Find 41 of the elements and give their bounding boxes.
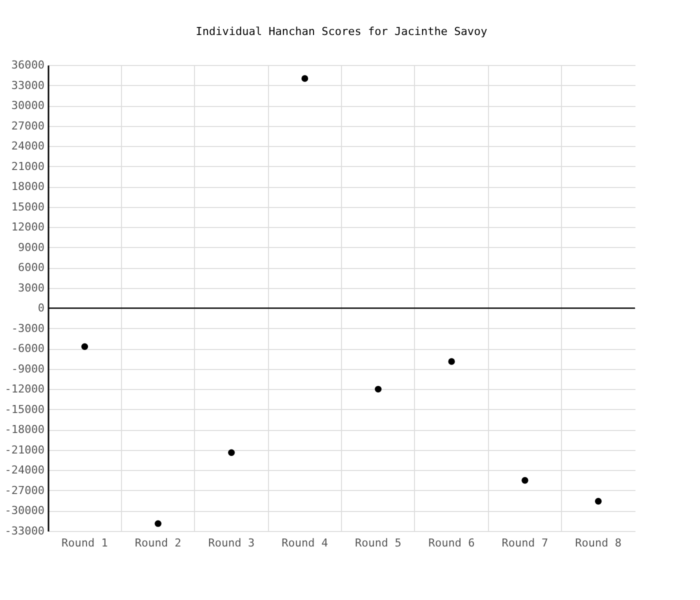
chart-title: Individual Hanchan Scores for Jacinthe Savoy [196, 25, 488, 38]
x-tick-label: Round 8 [575, 536, 622, 550]
y-tick-label: 6000 [18, 261, 44, 274]
point [522, 477, 528, 484]
x-tick-label: Round 5 [355, 536, 402, 550]
y-tick-label: -24000 [4, 464, 44, 477]
y-tick-label: 36000 [11, 58, 44, 72]
x-tick-label: Round 2 [134, 536, 182, 550]
y-tick-label: 15000 [11, 200, 44, 214]
y-tick-label: -3000 [11, 322, 44, 335]
y-tick-label: 33000 [11, 78, 44, 92]
point [374, 386, 382, 393]
y-tick-label: 27000 [11, 119, 44, 132]
y-tick-label: 0 [38, 302, 44, 315]
y-tick-label: 21000 [11, 160, 44, 173]
point [228, 449, 235, 456]
point [301, 75, 308, 82]
y-tick-label: 30000 [11, 99, 44, 112]
y-tick-label: -21000 [4, 443, 44, 456]
y-tick-label: 24000 [11, 140, 44, 153]
y-tick-label: 9000 [18, 240, 44, 254]
point [81, 343, 88, 350]
y-tick-label: -9000 [11, 362, 44, 376]
y-tick-label: 18000 [11, 180, 44, 194]
x-tick-label: Round 3 [208, 536, 255, 550]
point [594, 498, 602, 505]
point [154, 520, 162, 527]
y-tick-label: -30000 [4, 504, 44, 518]
y-tick-label: -18000 [4, 423, 44, 436]
x-tick-label: Round 1 [62, 536, 108, 550]
x-tick-label: Round 6 [428, 536, 475, 550]
y-tick-label: -15000 [4, 402, 44, 416]
x-tick-label: Round 4 [282, 536, 328, 550]
y-tick-label: 12000 [11, 220, 44, 234]
y-tick-label: -33000 [4, 524, 44, 538]
y-tick-label: -6000 [11, 342, 44, 356]
y-tick-label: -27000 [4, 484, 44, 497]
y-tick-label: 3000 [18, 281, 44, 294]
point [448, 358, 455, 365]
y-tick-label: -12000 [4, 382, 44, 396]
x-tick-label: Round 7 [502, 536, 548, 550]
